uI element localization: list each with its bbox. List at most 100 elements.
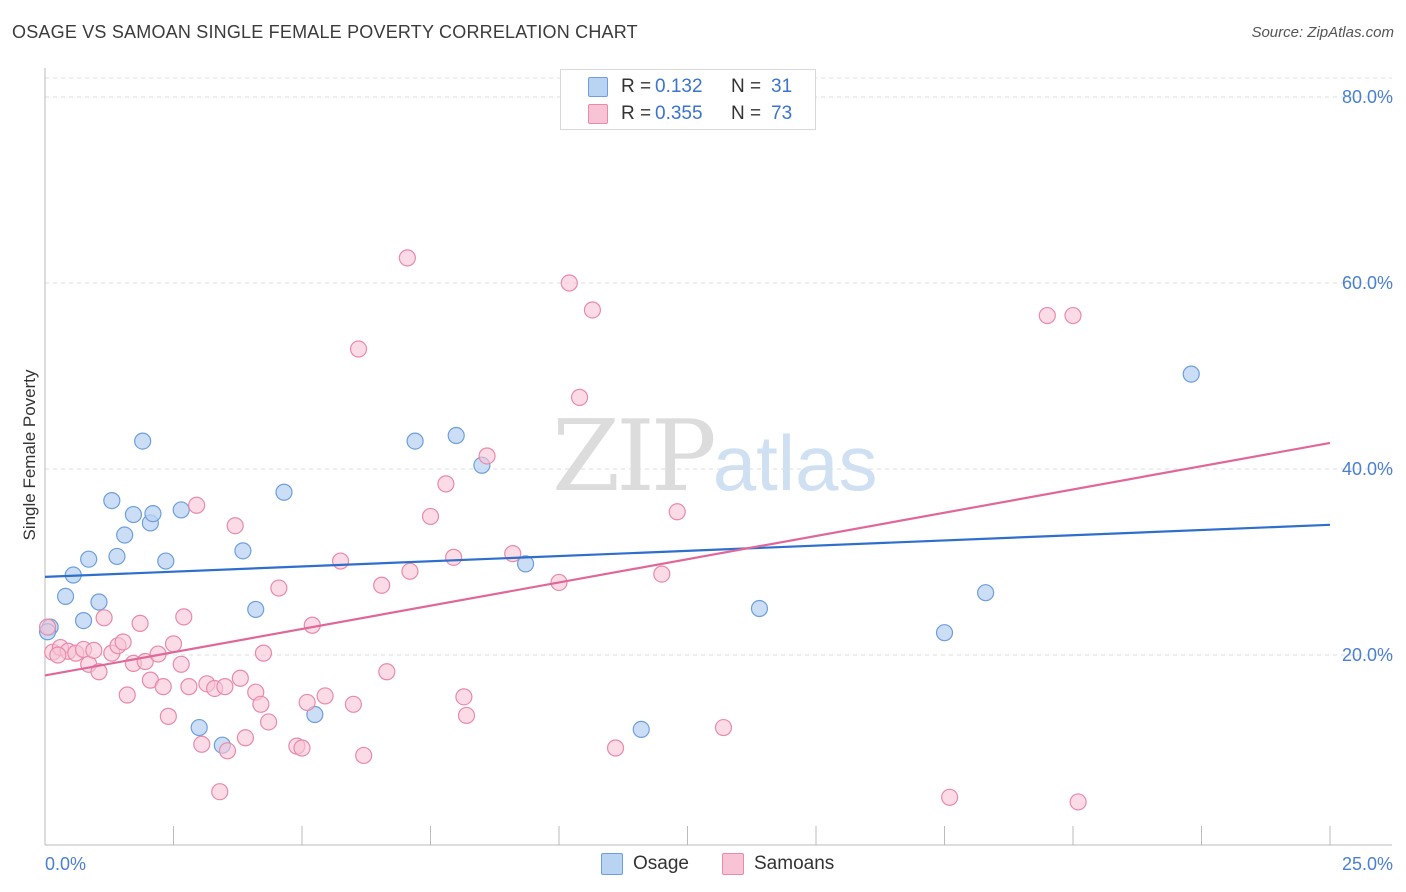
osage-point	[108, 547, 126, 566]
samoan-point	[154, 678, 172, 696]
osage-point	[74, 611, 93, 630]
samoan-point	[193, 735, 211, 753]
correlation-legend: R = 0.132 N = 31 R = 0.355 N = 73	[560, 69, 816, 130]
samoan-point	[331, 552, 350, 570]
samoan-point	[131, 614, 149, 632]
samoan-point	[445, 548, 463, 566]
y-tick-label: 80.0%	[1342, 87, 1393, 107]
samoan-point	[95, 609, 113, 627]
osage-point	[90, 593, 108, 611]
chart-title: OSAGE VS SAMOAN SINGLE FEMALE POVERTY CO…	[12, 22, 638, 42]
samoan-point	[560, 274, 578, 292]
samoan-point	[226, 517, 244, 535]
osage-point	[247, 600, 265, 619]
samoan-point	[421, 507, 440, 526]
samoan-point	[373, 576, 391, 594]
samoan-point	[254, 644, 273, 662]
axes	[44, 68, 1392, 846]
osage-point	[447, 426, 465, 445]
samoan-point	[252, 695, 270, 713]
y-tick-label: 60.0%	[1342, 273, 1393, 293]
samoan-point	[270, 579, 288, 597]
samoan-point	[457, 706, 476, 725]
samoan-point	[401, 562, 419, 580]
legend-label: Osage	[633, 853, 689, 874]
samoan-point	[49, 646, 67, 664]
samoan-point	[259, 713, 278, 731]
osage-point	[56, 587, 75, 606]
samoan-point	[293, 739, 311, 757]
samoan-point	[316, 687, 334, 705]
osage-point	[977, 584, 995, 602]
osage-point	[144, 505, 162, 523]
samoan-point	[570, 388, 589, 406]
samoan-point	[172, 655, 190, 673]
r-label: R =	[621, 76, 652, 97]
osage-point	[190, 718, 208, 737]
samoan-point	[378, 663, 396, 681]
osage-point	[80, 550, 98, 568]
y-tick-label: 40.0%	[1342, 459, 1393, 479]
samoan-point	[38, 618, 57, 636]
samoan-swatch	[722, 853, 744, 875]
source-label: Source: ZipAtlas.com	[1251, 24, 1394, 41]
samoan-point	[114, 633, 132, 651]
samoan-point	[344, 695, 362, 713]
osage-points	[38, 365, 1200, 754]
samoan-point	[478, 447, 496, 465]
n-value: 73	[771, 103, 793, 124]
y-tick-label: 20.0%	[1342, 645, 1393, 665]
series-legend: Osage Samoans	[0, 852, 1406, 878]
samoan-point	[298, 693, 316, 712]
n-label: N =	[731, 76, 762, 97]
osage-swatch	[601, 853, 623, 875]
samoan-point	[355, 746, 373, 765]
osage-swatch	[588, 77, 608, 97]
samoan-point	[218, 742, 237, 760]
legend-label: Samoans	[754, 853, 835, 874]
samoan-point	[236, 729, 255, 747]
r-label: R =	[621, 103, 652, 124]
osage-point	[157, 552, 175, 570]
n-value: 31	[771, 76, 793, 97]
osage-point	[306, 705, 324, 724]
samoan-point	[159, 707, 177, 725]
samoan-point	[216, 678, 234, 696]
tick-labels: 20.0% 40.0% 60.0% 80.0% 0.0% 25.0%	[45, 87, 1393, 874]
samoan-point	[164, 635, 183, 653]
samoan-point	[398, 249, 416, 267]
samoan-point	[211, 783, 229, 801]
osage-point	[275, 483, 293, 501]
samoan-point	[1038, 306, 1056, 325]
samoan-point	[714, 718, 733, 737]
r-value: 0.355	[655, 103, 703, 124]
x-tick-label: 25.0%	[1342, 854, 1393, 874]
legend-row-osage: R = 0.132 N = 31	[561, 74, 815, 100]
samoan-points	[38, 249, 1087, 811]
osage-point	[516, 555, 535, 573]
samoan-point	[180, 678, 198, 696]
osage-point	[935, 624, 954, 642]
samoan-point	[118, 686, 136, 704]
samoan-point	[175, 608, 193, 626]
x-tick-label: 0.0%	[45, 854, 86, 874]
osage-point	[234, 542, 252, 560]
osage-trend-line	[44, 523, 1331, 578]
osage-point	[116, 526, 134, 544]
osage-point	[406, 432, 424, 450]
osage-point	[134, 432, 152, 450]
samoan-point	[606, 739, 625, 757]
samoan-point	[85, 641, 103, 659]
osage-point	[632, 720, 650, 739]
samoan-point	[653, 565, 671, 583]
samoan-point	[583, 301, 602, 319]
osage-point	[124, 505, 143, 524]
samoan-point	[90, 663, 108, 681]
samoan-point	[231, 669, 249, 687]
samoan-point	[1069, 793, 1087, 811]
osage-point	[172, 501, 190, 519]
samoan-point	[455, 688, 473, 706]
samoan-trend-line	[44, 441, 1331, 677]
trend-lines	[44, 441, 1331, 677]
